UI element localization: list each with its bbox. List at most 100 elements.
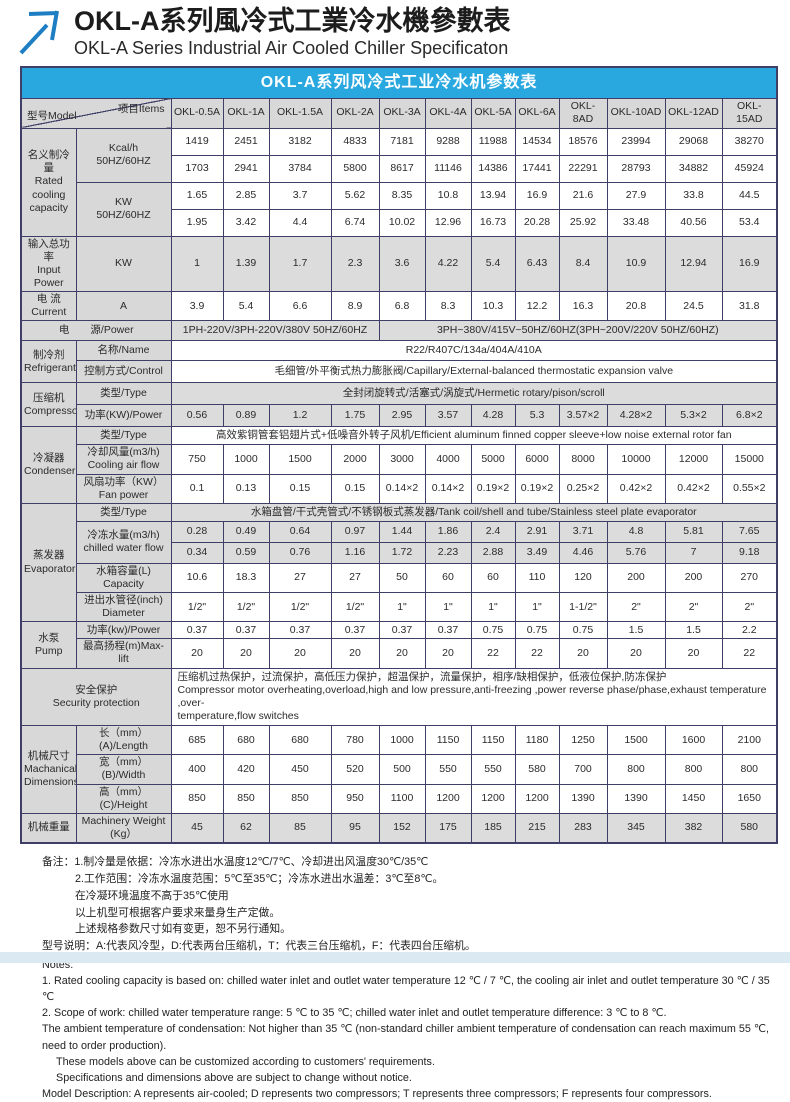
spec-value-cell: 11988 (470, 127, 516, 156)
model-header-cell: OKL-5A (470, 97, 516, 129)
spec-value-cell: 5.4 (222, 291, 270, 322)
spec-row: 名义制冷量 Rated cooling capacity Kcal/h 50HZ/… (20, 127, 778, 237)
spec-label-cell: Machinery Weight (Kg） (75, 812, 172, 844)
spec-value-cell: 1 (170, 235, 224, 293)
spec-label-cell: 宽（mm）(B)/Width (75, 754, 172, 785)
model-header-cell: OKL-1A (222, 97, 270, 129)
spec-row: 进出水管径(inch) Diameter 1/2" 1/2" 1/2" 1/2" 1" 1"… (21, 592, 778, 623)
spec-row: 冷凝器 Condenser 类型/Type 高效紫铜管套铝翅片式+低噪音外转子风机/… (20, 426, 778, 504)
spec-value-cell: 5.62 (330, 181, 380, 210)
spec-value-cell: 4.4 (268, 208, 332, 237)
spec-value-cell: 40.56 (664, 208, 723, 237)
spec-value-cell: 水箱盘管/干式壳管式/不锈钢板式蒸发器/Tank coil/shell and … (170, 502, 778, 522)
spec-row: 制冷剂 Refrigerant 名称/Name R22/R407C/134a/404… (20, 340, 778, 384)
note-line-en: These models above can be customized acc… (56, 1055, 435, 1068)
spec-value-cell: 3.57×2 (558, 404, 608, 428)
spec-value-cell: 27 (330, 562, 380, 594)
spec-row: 宽（mm）(B)/Width 400 420 450 520 500 550 550 580 70… (21, 754, 778, 785)
spec-value-cell: 2.88 (470, 541, 516, 564)
spec-value-cell: 382 (664, 812, 723, 844)
spec-value-cell: 0.56 (170, 404, 224, 428)
note-line-cn: 在冷凝环境温度不高于35℃使用 (75, 889, 229, 902)
spec-value-cell: 15000 (721, 444, 778, 475)
spec-value-cell: 800 (721, 754, 778, 785)
spec-value-cell: 270 (721, 562, 778, 594)
note-line-en: Specifications and dimensions above are … (56, 1072, 412, 1085)
note-line-cn: 以上机型可根据客户要求来量身生产定做。 (75, 906, 281, 919)
note-line-en: Model Description: A represents air-cool… (42, 1088, 712, 1101)
spec-value-cell: 4.46 (558, 541, 608, 564)
spec-row: 冷冻水量(m3/h) chilled water flow 0.28 0.49 0.6… (21, 520, 778, 564)
spec-value-cell: 28793 (606, 154, 666, 183)
spec-value-cell: 283 (558, 812, 608, 844)
spec-value-cell: 685 (170, 725, 224, 756)
spec-value-cell: 38270 (721, 127, 778, 156)
spec-value-cell: 780 (330, 725, 380, 756)
spec-value-cell: 8.4 (558, 235, 608, 293)
spec-value-cell: 5000 (470, 444, 516, 475)
spec-value-cell: 20 (606, 638, 666, 669)
spec-value-cell: 400 (170, 754, 224, 785)
spec-value-cell: 1.44 (378, 520, 426, 543)
spec-value-cell: 20 (268, 638, 332, 669)
spec-value-cell: 8.9 (330, 291, 380, 322)
spec-value-cell: 2.23 (424, 541, 472, 564)
spec-value-cell: 1/2" (268, 592, 332, 623)
spec-value-cell: 1.5 (606, 621, 666, 640)
spec-value-cell: 3PH~380V/415V~50HZ/60HZ(3PH~200V/220V 50… (378, 320, 778, 342)
spec-value-cell: 1" (470, 592, 516, 623)
spec-value-cell: 29068 (664, 127, 723, 156)
spec-value-cell: 85 (268, 812, 332, 844)
spec-value-cell: 60 (470, 562, 516, 594)
spec-value-cell: 24.5 (664, 291, 723, 322)
spec-value-cell: 1.75 (330, 404, 380, 428)
spec-value-cell: 9.18 (721, 541, 778, 564)
spec-label-cell: 功率(kw)/Power (75, 621, 172, 640)
page-title: OKL-A系列風冷式工業冷水機參數表 (74, 6, 511, 36)
spec-value-cell: 0.14×2 (424, 473, 472, 504)
notes-en: Notes: 1. Rated cooling capacity is based… (42, 957, 772, 1102)
spec-value-cell: 12.94 (664, 235, 723, 293)
spec-label-cell: 水泵 Pump (20, 621, 77, 669)
spec-value-cell: 20 (330, 638, 380, 669)
spec-value-cell: 16.73 (470, 208, 516, 237)
spec-value-cell: 5.76 (606, 541, 666, 564)
spec-value-cell: 2.3 (330, 235, 380, 293)
spec-value-cell: 27 (268, 562, 332, 594)
spec-value-cell: 200 (606, 562, 666, 594)
spec-value-cell: 1.72 (378, 541, 426, 564)
spec-value-cell: 1703 (170, 154, 224, 183)
spec-value-cell: 0.37 (170, 621, 224, 640)
spec-label-cell: 类型/Type (75, 382, 172, 406)
spec-row: 机械重量 Machinery Weight (Kg） 45 62 85 95 152 175 1… (20, 812, 778, 844)
spec-value-cell: 7.65 (721, 520, 778, 543)
spec-row: 水泵 Pump 功率(kw)/Power 0.37 0.37 0.37 0.37 0.37 0… (20, 621, 778, 669)
spec-value-cell: 4833 (330, 127, 380, 156)
model-header-cell: OKL-2A (330, 97, 380, 129)
spec-value-cell: 6.8×2 (721, 404, 778, 428)
spec-row: 输入总功率 Input Power KW 1 1.39 1.7 2.3 3.6 4.22 5.4… (20, 235, 778, 293)
spec-label-cell: 安全保护 Security protection (20, 667, 172, 727)
spec-value-cell: 10.6 (170, 562, 224, 594)
arrow-up-right-icon (19, 10, 59, 55)
spec-label-cell: KW (75, 235, 172, 293)
spec-value-cell: 4.8 (606, 520, 666, 543)
spec-value-cell: 420 (222, 754, 270, 785)
spec-value-cell: 50 (378, 562, 426, 594)
spec-value-cell: 22 (470, 638, 516, 669)
spec-value-cell: 压缩机过热保护，过流保护，高低压力保护，超温保护，流量保护，相序/缺相保护，低液… (170, 667, 778, 727)
spec-value-cell: 1000 (378, 725, 426, 756)
note-line-en: 1. Rated cooling capacity is based on: c… (42, 974, 770, 1004)
spec-value-cell: 1650 (721, 783, 778, 814)
note-line-cn: 备注：1.制冷量是依据：冷冻水进出水温度12℃/7℃、冷却进出风温度30℃/35… (42, 856, 429, 869)
spec-value-cell: 2" (721, 592, 778, 623)
spec-value-cell: 1500 (268, 444, 332, 475)
spec-value-cell: 53.4 (721, 208, 778, 237)
spec-value-cell: 1.65 (170, 181, 224, 210)
spec-value-cell: 1000 (222, 444, 270, 475)
note-line-en: The ambient temperature of condensation:… (42, 1023, 770, 1052)
model-header-cell: OKL-1.5A (268, 97, 332, 129)
spec-value-cell: 2.85 (222, 181, 270, 210)
bottom-accent-bar (0, 952, 790, 963)
spec-value-cell: 0.75 (514, 621, 560, 640)
